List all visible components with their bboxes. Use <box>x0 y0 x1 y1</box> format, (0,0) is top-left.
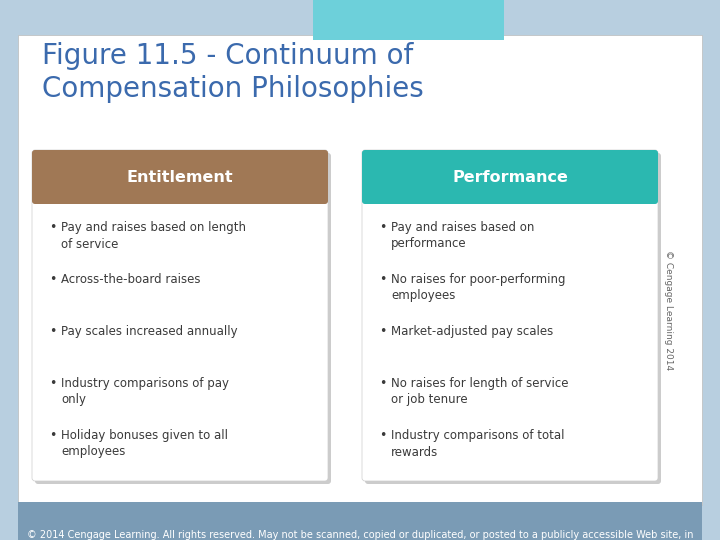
Text: Compensation Philosophies: Compensation Philosophies <box>42 75 424 103</box>
Text: Industry comparisons of total
rewards: Industry comparisons of total rewards <box>391 429 564 458</box>
Bar <box>18 35 702 505</box>
Bar <box>18 502 702 540</box>
Text: Holiday bonuses given to all
employees: Holiday bonuses given to all employees <box>61 429 228 458</box>
Text: •: • <box>379 325 387 338</box>
Text: Figure 11.5 - Continuum of: Figure 11.5 - Continuum of <box>42 42 413 70</box>
Text: Industry comparisons of pay
only: Industry comparisons of pay only <box>61 377 229 407</box>
Text: Market-adjusted pay scales: Market-adjusted pay scales <box>391 325 553 338</box>
Text: •: • <box>49 273 56 286</box>
Text: © 2014 Cengage Learning. All rights reserved. May not be scanned, copied or dupl: © 2014 Cengage Learning. All rights rese… <box>27 530 693 540</box>
FancyBboxPatch shape <box>32 150 328 481</box>
Bar <box>313 0 504 40</box>
Text: •: • <box>379 273 387 286</box>
Text: •: • <box>379 429 387 442</box>
Text: No raises for length of service
or job tenure: No raises for length of service or job t… <box>391 377 569 407</box>
Text: Pay and raises based on length
of service: Pay and raises based on length of servic… <box>61 221 246 251</box>
Text: •: • <box>379 377 387 390</box>
Text: Entitlement: Entitlement <box>127 170 233 185</box>
Text: © Cengage Learning 2014: © Cengage Learning 2014 <box>664 250 672 370</box>
Text: Pay and raises based on
performance: Pay and raises based on performance <box>391 221 534 251</box>
Text: •: • <box>379 221 387 234</box>
FancyBboxPatch shape <box>365 153 661 484</box>
FancyBboxPatch shape <box>362 150 658 204</box>
Text: •: • <box>49 377 56 390</box>
Text: Pay scales increased annually: Pay scales increased annually <box>61 325 238 338</box>
FancyBboxPatch shape <box>362 150 658 481</box>
Text: •: • <box>49 221 56 234</box>
Bar <box>313 0 504 38</box>
Text: No raises for poor-performing
employees: No raises for poor-performing employees <box>391 273 565 302</box>
Text: Performance: Performance <box>452 170 568 185</box>
Text: Across-the-board raises: Across-the-board raises <box>61 273 200 286</box>
Text: •: • <box>49 429 56 442</box>
FancyBboxPatch shape <box>35 153 331 484</box>
FancyBboxPatch shape <box>32 150 328 204</box>
Text: •: • <box>49 325 56 338</box>
